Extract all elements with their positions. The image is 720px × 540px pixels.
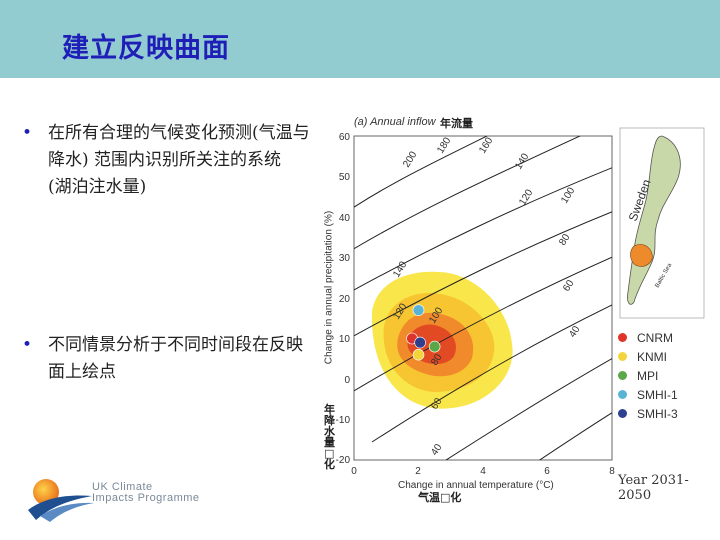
y-tick-label: 30: [339, 253, 351, 264]
y-tick-label: 50: [339, 172, 351, 183]
legend-item: SMHI-3: [618, 404, 678, 423]
logo-line-2: Impacts Programme: [92, 492, 200, 504]
sweden-map: Sweden Baltic Sea: [619, 127, 705, 319]
scenario-points: [406, 304, 441, 361]
legend-item: CNRM: [618, 328, 678, 347]
response-surface-figure: 200 180 160 140 120 100 80 60 40 140 120…: [312, 112, 712, 522]
x-tick-label: 6: [544, 466, 550, 477]
ukcip-logo: UK Climate Impacts Programme: [26, 476, 216, 524]
panel-title: (a) Annual inflow: [354, 116, 436, 128]
legend-item: KNMI: [618, 347, 678, 366]
y-tick-label: 20: [339, 294, 351, 305]
y-tick-label: 40: [339, 213, 351, 224]
slide-title: 建立反映曲面: [62, 33, 230, 64]
scenario-point-mpi: [428, 340, 441, 353]
year-range-label: Year 2031-2050: [618, 473, 689, 503]
annotation-temperature-change: 气温□化: [418, 491, 462, 504]
legend-item: MPI: [618, 366, 678, 385]
y-tick-label: -10: [336, 415, 351, 426]
bullet-text-1: 在所有合理的气候变化预测(气温与降水) 范围内识别所关注的系统 (湖泊注水量): [48, 123, 310, 197]
annotation-precipitation-change: 年降水量□化: [324, 403, 335, 471]
title-bar: 建立反映曲面: [0, 0, 720, 78]
bullet-point-1: • 在所有合理的气候变化预测(气温与降水) 范围内识别所关注的系统 (湖泊注水量…: [22, 120, 310, 201]
y-tick-label: 10: [339, 334, 351, 345]
y-axis-label: Change in annual precipitation (%): [323, 210, 335, 365]
x-tick-label: 0: [351, 466, 357, 477]
legend-swatch: [618, 409, 627, 418]
annotation-annual-inflow: 年流量: [440, 117, 473, 130]
x-tick-label: 8: [609, 466, 615, 477]
x-tick-labels: 0 2 4 6 8: [351, 466, 615, 477]
scenario-point-knmi: [412, 348, 425, 361]
catchment-area: [630, 244, 653, 267]
chart-legend: CNRM KNMI MPI SMHI-1 SMHI-3: [618, 328, 678, 423]
contour-lines: [354, 136, 612, 460]
x-tick-label: 4: [480, 466, 486, 477]
scenario-point-smhi-3: [414, 336, 426, 349]
scenario-point-smhi-1: [412, 304, 425, 316]
bullet-point-2: • 不同情景分析于不同时间段在反映面上绘点: [22, 332, 310, 386]
legend-swatch: [618, 333, 627, 342]
x-axis-label: Change in annual temperature (°C): [398, 480, 554, 491]
legend-swatch: [618, 390, 627, 399]
y-tick-label: -20: [336, 455, 351, 466]
bullet-text-2: 不同情景分析于不同时间段在反映面上绘点: [48, 335, 303, 382]
bullet-icon: •: [22, 123, 33, 143]
legend-swatch: [618, 371, 627, 380]
bullet-icon: •: [22, 335, 33, 355]
contour-layer: 200 180 160 140 120 100 80 60 40 140 120…: [354, 136, 612, 460]
y-tick-labels: 60 50 40 30 20 10 0 -10 -20: [336, 132, 351, 466]
logo-line-1: UK Climate: [92, 481, 153, 493]
y-tick-label: 60: [339, 132, 351, 143]
chart-svg: 200 180 160 140 120 100 80 60 40 140 120…: [336, 127, 705, 477]
legend-swatch: [618, 352, 627, 361]
legend-item: SMHI-1: [618, 385, 678, 404]
logo-text: UK Climate Impacts Programme: [92, 482, 200, 504]
x-tick-label: 2: [415, 466, 421, 477]
logo-mark-icon: [28, 479, 94, 522]
y-tick-label: 0: [344, 375, 350, 386]
